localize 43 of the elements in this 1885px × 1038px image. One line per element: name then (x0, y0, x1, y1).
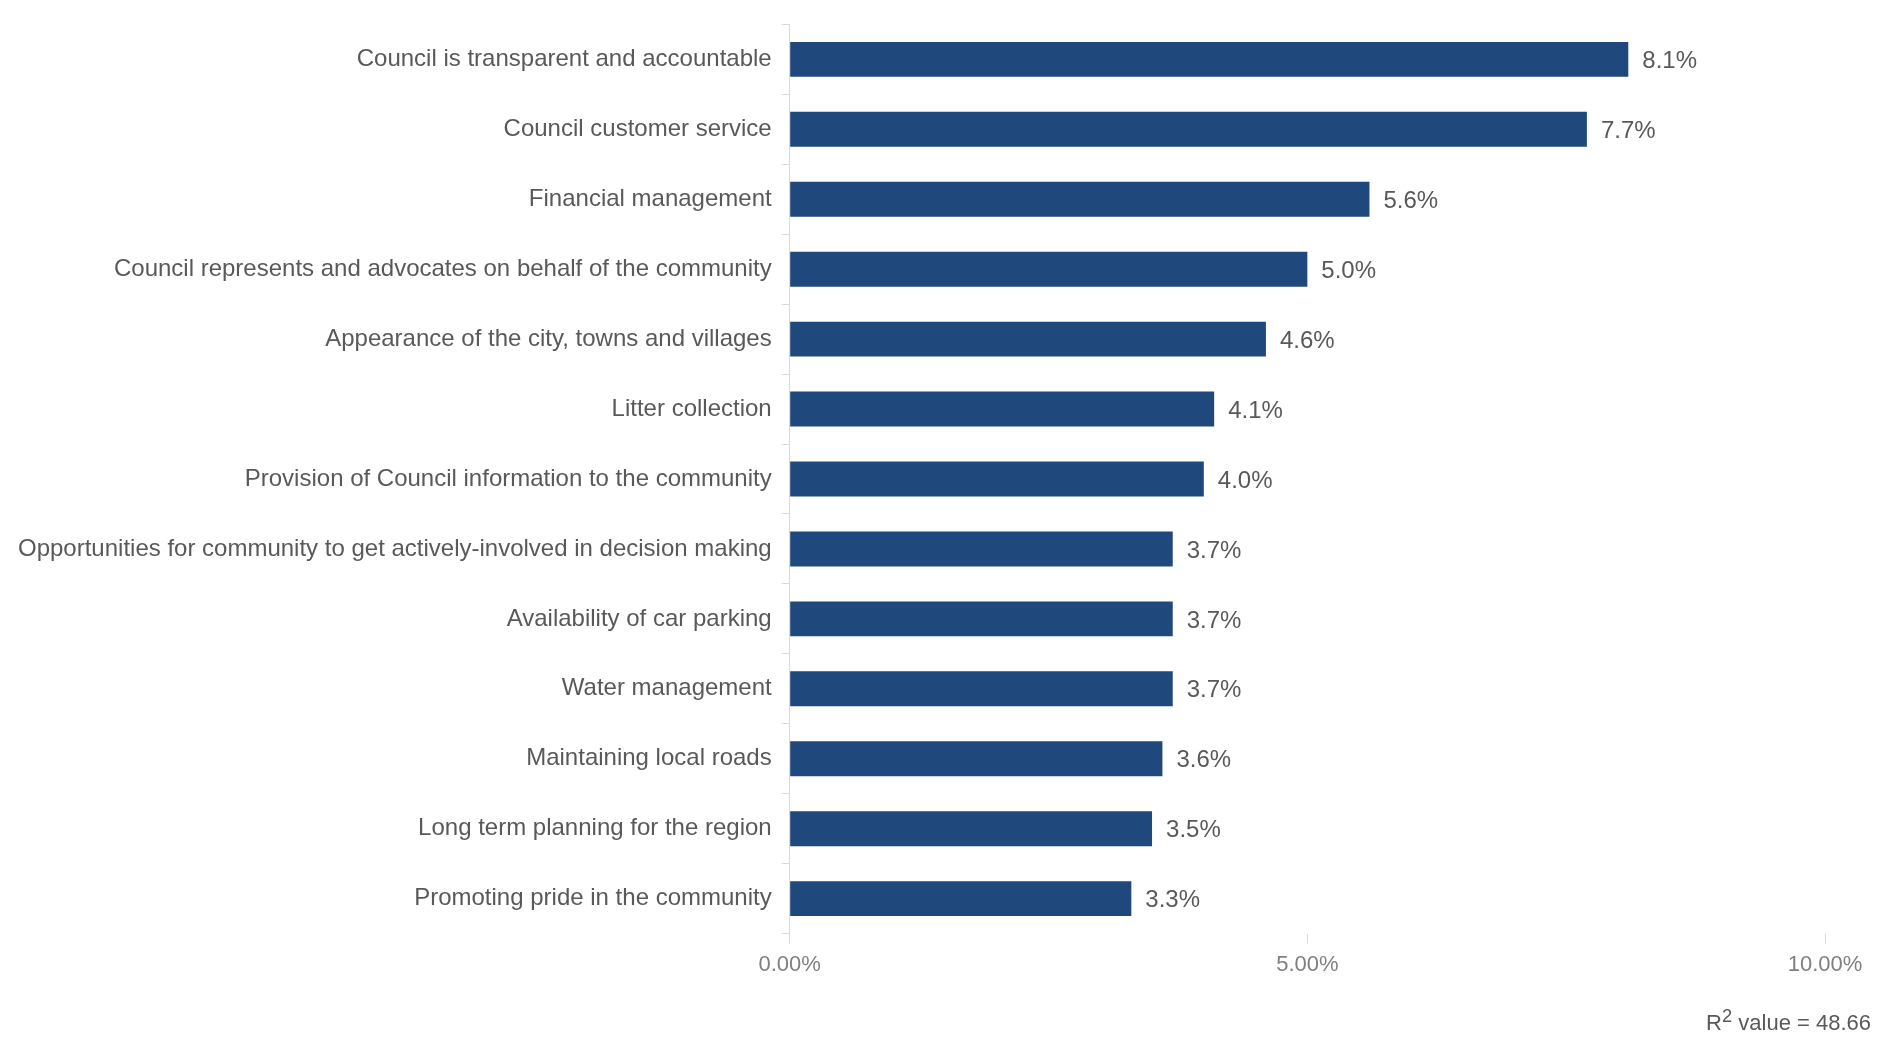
data-label: 3.7% (1186, 675, 1242, 703)
y-tick-label: Financial management (528, 183, 772, 211)
data-label: 5.6% (1383, 185, 1439, 213)
data-label: 4.1% (1228, 395, 1283, 423)
x-tick-label: 0.00% (758, 950, 821, 976)
y-tick-label: Council customer service (503, 113, 772, 141)
y-tick-label: Water management (561, 673, 773, 701)
data-label: 5.0% (1321, 255, 1377, 283)
y-tick-label: Appearance of the city, towns and villages (325, 323, 772, 351)
data-label: 7.7% (1600, 115, 1656, 143)
y-tick-label: Provision of Council information to the community (244, 463, 772, 491)
y-tick-label: Maintaining local roads (526, 743, 772, 771)
data-label: 3.5% (1166, 815, 1221, 843)
bar (790, 391, 1215, 427)
data-label: 3.3% (1145, 885, 1201, 913)
bar (790, 41, 1629, 77)
text: R$^{2}$ value = 48.66 (1706, 1004, 1871, 1036)
data-label: 4.0% (1217, 465, 1273, 493)
x-tick-label: 10.00% (1787, 950, 1863, 976)
data-label: 3.7% (1186, 535, 1242, 563)
y-tick-label: Availability of car parking (506, 603, 772, 631)
bar (790, 321, 1266, 357)
bar (790, 251, 1308, 287)
bar (790, 181, 1370, 217)
x-tick-label: 5.00% (1276, 950, 1339, 976)
y-tick-label: Council represents and advocates on behalf of the community (113, 253, 772, 281)
data-label: 3.7% (1186, 605, 1242, 633)
y-tick-label: Promoting pride in the community (414, 883, 772, 911)
y-tick-label: Litter collection (611, 393, 772, 421)
bar (790, 671, 1173, 707)
data-label: 3.6% (1176, 745, 1232, 773)
bar (790, 531, 1173, 567)
y-tick-label: Council is transparent and accountable (356, 43, 772, 71)
data-label: 4.6% (1279, 325, 1335, 353)
bar (790, 111, 1587, 147)
bar (790, 811, 1153, 847)
bar (790, 741, 1163, 777)
bar (790, 881, 1132, 917)
y-tick-label: Opportunities for community to get actively-involved in decision making (17, 533, 772, 561)
y-tick-label: Long term planning for the region (418, 813, 772, 841)
bar (790, 461, 1204, 497)
data-label: 8.1% (1642, 45, 1697, 73)
bar (790, 601, 1173, 637)
